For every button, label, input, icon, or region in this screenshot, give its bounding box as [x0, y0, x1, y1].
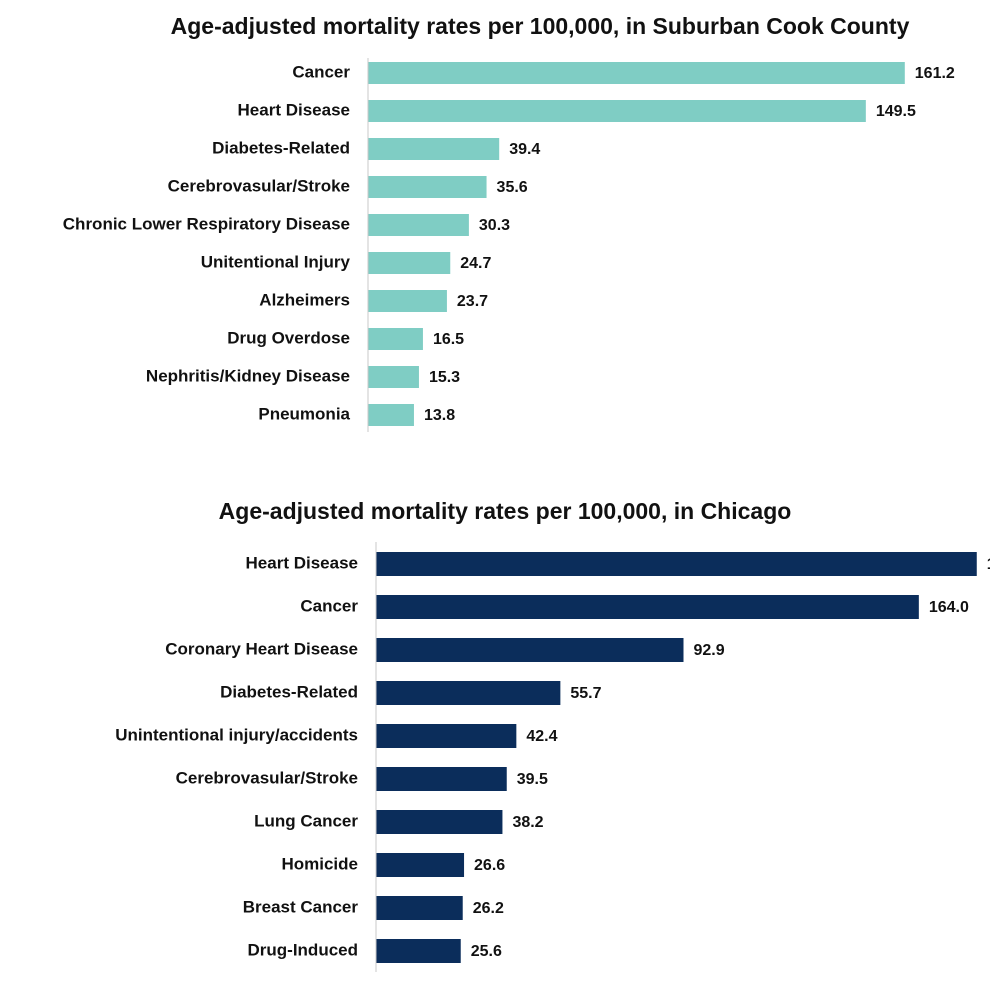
category-label: Homicide: [281, 854, 358, 873]
value-label: 23.7: [457, 293, 488, 310]
bar: [368, 176, 487, 198]
category-label: Pneumonia: [258, 404, 350, 423]
value-label: 15.3: [429, 369, 460, 386]
bar: [368, 138, 500, 160]
chart-title: Age-adjusted mortality rates per 100,000…: [171, 13, 910, 39]
category-label: Chronic Lower Respiratory Disease: [63, 214, 350, 233]
value-label: 164.0: [929, 599, 969, 616]
bar: [368, 62, 905, 84]
value-label: 55.7: [570, 685, 601, 702]
bar: [376, 552, 977, 576]
category-label: Heart Disease: [238, 100, 350, 119]
value-label: 26.2: [473, 900, 504, 917]
bar: [368, 290, 447, 312]
bar: [376, 681, 561, 705]
category-label: Cancer: [292, 62, 350, 81]
bar: [368, 404, 414, 426]
value-label: 38.2: [512, 814, 543, 831]
category-label: Breast Cancer: [243, 897, 359, 916]
bar: [368, 252, 451, 274]
value-label: 92.9: [693, 642, 724, 659]
category-label: Cancer: [300, 596, 358, 615]
value-label: 25.6: [471, 943, 502, 960]
bar: [376, 595, 919, 619]
bar: [368, 100, 866, 122]
bar: [376, 638, 684, 662]
value-label: 13.8: [424, 407, 455, 424]
value-label: 24.7: [460, 255, 491, 272]
bar: [368, 328, 423, 350]
bar: [376, 810, 503, 834]
category-label: Coronary Heart Disease: [165, 639, 358, 658]
value-label: 39.4: [509, 141, 540, 158]
bar: [376, 767, 507, 791]
category-label: Drug-Induced: [248, 940, 359, 959]
value-label: 39.5: [517, 771, 548, 788]
bar: [368, 366, 419, 388]
value-label: 35.6: [497, 179, 528, 196]
category-label: Cerebrovasular/Stroke: [168, 176, 350, 195]
bar: [376, 896, 463, 920]
value-label: 16.5: [433, 331, 464, 348]
category-label: Cerebrovasular/Stroke: [176, 768, 358, 787]
chart-title: Age-adjusted mortality rates per 100,000…: [219, 498, 792, 524]
value-label: 149.5: [876, 103, 916, 120]
bar: [376, 939, 461, 963]
value-label: 42.4: [526, 728, 557, 745]
value-label: 30.3: [479, 217, 510, 234]
value-label: 161.2: [915, 65, 955, 82]
category-label: Unitentional Injury: [201, 252, 351, 271]
category-label: Heart Disease: [246, 553, 358, 572]
bar: [376, 853, 465, 877]
category-label: Lung Cancer: [254, 811, 358, 830]
value-label: 26.6: [474, 857, 505, 874]
category-label: Drug Overdose: [227, 328, 350, 347]
category-label: Unintentional injury/accidents: [115, 725, 358, 744]
category-label: Diabetes-Related: [212, 138, 350, 157]
bar: [368, 214, 469, 236]
bar: [376, 724, 517, 748]
value-label: 181.5: [987, 556, 990, 573]
category-label: Alzheimers: [259, 290, 350, 309]
category-label: Nephritis/Kidney Disease: [146, 366, 350, 385]
category-label: Diabetes-Related: [220, 682, 358, 701]
